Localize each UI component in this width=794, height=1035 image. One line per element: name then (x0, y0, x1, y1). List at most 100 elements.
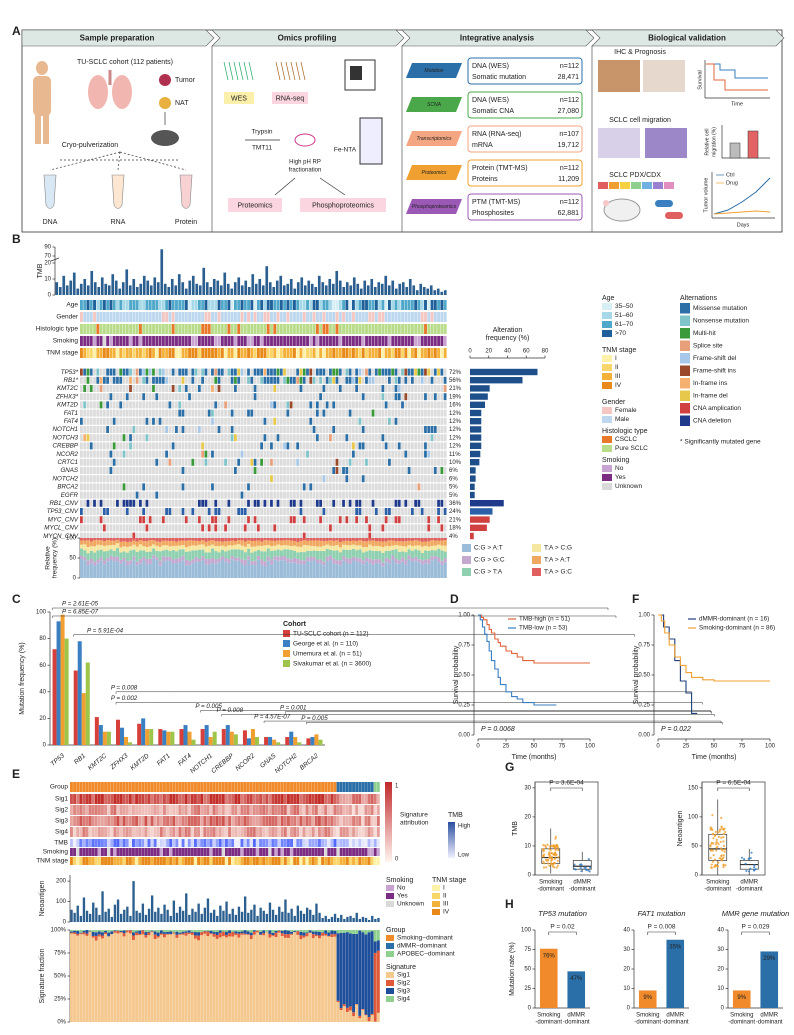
fraction-segment (240, 933, 244, 935)
track-cell (312, 348, 316, 358)
onco-cell (240, 524, 244, 532)
track-cell (250, 348, 254, 358)
onco-cell (410, 417, 414, 425)
onco-cell (83, 401, 87, 409)
fraction-segment (252, 930, 256, 932)
onco-cell (302, 475, 306, 483)
y-tick-label: 1.00 (458, 613, 470, 619)
onco-cell (217, 376, 221, 384)
track-cell (93, 324, 96, 334)
onco-cell (145, 376, 149, 384)
fraction-segment (88, 931, 92, 1022)
onco-cell (197, 508, 201, 515)
fraction-segment (349, 933, 352, 1007)
bar (174, 285, 178, 295)
fraction-segment (433, 545, 437, 551)
onco-cell (240, 491, 244, 499)
onco-cell (86, 532, 90, 540)
fraction-segment (371, 559, 375, 565)
track-cell (401, 336, 405, 346)
onco-cell (302, 376, 306, 384)
fraction-segment (215, 935, 219, 939)
bar (666, 939, 685, 1008)
onco-cell (201, 467, 205, 474)
track-cell (243, 312, 247, 322)
onco-cell (276, 376, 280, 384)
y-axis-label: Signature fraction (39, 948, 46, 1003)
onco-cell (138, 467, 142, 474)
onco-cell (93, 409, 96, 417)
onco-cell (178, 442, 182, 450)
fraction-segment (302, 935, 306, 938)
onco-cell (86, 409, 90, 417)
onco-cell (89, 475, 93, 483)
onco-cell (237, 532, 241, 540)
onco-cell (253, 401, 257, 409)
onco-cell (129, 442, 132, 450)
onco-cell (342, 385, 345, 392)
onco-cell (224, 532, 227, 540)
fraction-segment (161, 545, 165, 551)
onco-cell (440, 450, 444, 458)
onco-cell (329, 385, 332, 392)
onco-cell (138, 450, 142, 458)
track-cell (194, 336, 198, 346)
onco-cell (152, 434, 155, 442)
onco-cell (338, 417, 342, 425)
fraction-segment (335, 550, 339, 561)
onco-cell (109, 409, 113, 417)
onco-cell (165, 499, 168, 507)
onco-cell (420, 368, 424, 376)
onco-cell (270, 376, 273, 384)
onco-cell (243, 385, 247, 392)
bar (470, 475, 476, 482)
onco-cell (365, 401, 368, 409)
fraction-segment (93, 561, 97, 566)
fraction-segment (209, 930, 213, 931)
fraction-segment (280, 933, 284, 936)
onco-cell (230, 393, 234, 401)
onco-cell (355, 401, 359, 409)
track-cell (440, 300, 444, 310)
fraction-segment (342, 544, 346, 550)
omics-box (467, 125, 583, 153)
tube-icon (43, 174, 57, 209)
y-tick-label: 100 (66, 536, 77, 542)
fraction-segment (168, 556, 172, 562)
jitter-point (583, 866, 586, 869)
onco-cell (217, 368, 221, 376)
track-cell (433, 324, 437, 334)
onco-cell (102, 434, 106, 442)
onco-cell (289, 401, 293, 409)
onco-cell (152, 376, 155, 384)
fraction-segment (73, 930, 76, 931)
track-cell (256, 336, 260, 346)
onco-cell (256, 508, 260, 515)
onco-cell (80, 426, 83, 433)
onco-cell (161, 450, 165, 458)
bar (76, 288, 80, 295)
value-label: 12% (449, 444, 462, 450)
onco-cell (296, 434, 300, 442)
fraction-segment (336, 1000, 340, 1003)
fraction-segment (116, 930, 120, 931)
onco-cell (93, 524, 96, 532)
track-cell (80, 312, 83, 322)
fraction-segment (322, 541, 326, 546)
onco-cell (391, 401, 395, 409)
onco-cell (188, 409, 191, 417)
bar (303, 285, 307, 295)
onco-cell (178, 532, 182, 540)
track-cell (99, 324, 103, 334)
track-cell (325, 336, 329, 346)
jitter-point (721, 848, 724, 851)
onco-cell (119, 385, 123, 392)
migration-image (645, 128, 687, 158)
fraction-segment (424, 563, 428, 578)
onco-cell (289, 483, 293, 491)
fraction-segment (306, 538, 310, 541)
onco-cell (273, 508, 277, 515)
fraction-segment (293, 932, 297, 1022)
onco-cell (292, 409, 296, 417)
track-cell (201, 312, 205, 322)
